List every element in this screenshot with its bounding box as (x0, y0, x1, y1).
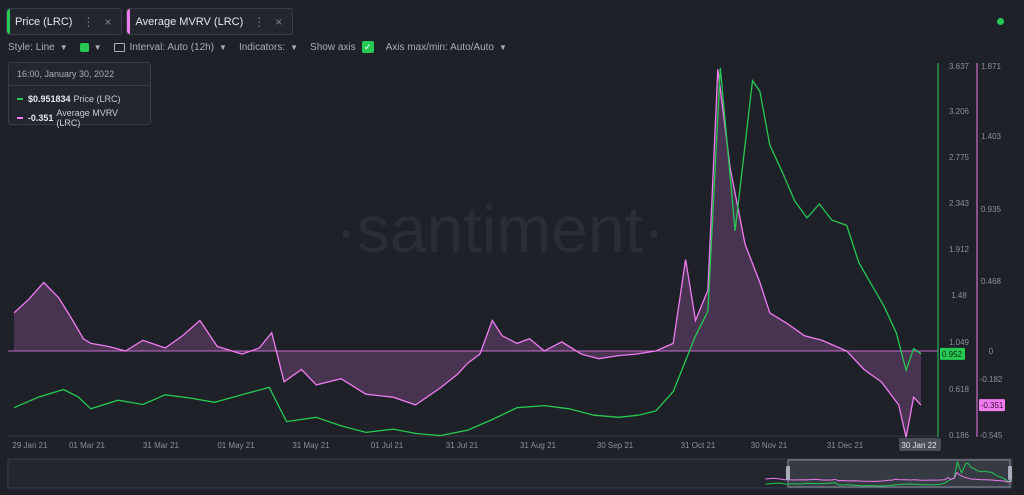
tab-price-lrc[interactable]: Price (LRC) ⋮ × (6, 8, 123, 35)
status-dot (997, 18, 1004, 25)
tooltip-price-value: $0.951834 (28, 94, 71, 104)
navigator-price-line (765, 460, 1013, 487)
x-axis: 29 Jan 21 01 Mar 21 31 Mar 21 01 May 21 31 M… (12, 438, 941, 451)
mvrv-axis-tick: 0 (989, 347, 994, 356)
x-tick-label: 01 May 21 (217, 441, 255, 450)
santiment-watermark: ·santiment· (335, 192, 665, 266)
chevron-down-icon: ▼ (59, 42, 68, 52)
x-tick-label: 30 Jan 22 (901, 441, 937, 450)
price-axis-tick: 0.186 (949, 431, 970, 440)
mvrv-area (8, 69, 938, 438)
x-tick-highlight (899, 438, 941, 451)
x-tick-label: 31 May 21 (292, 441, 330, 450)
x-tick-label: 31 Oct 21 (681, 441, 716, 450)
x-tick-label: 31 Aug 21 (520, 441, 557, 450)
mvrv-axis-tick: -0.182 (980, 375, 1003, 384)
mvrv-axis-tick: -0.545 (980, 431, 1003, 440)
price-axis-tick: 1.049 (949, 338, 970, 347)
indicators-select[interactable]: Indicators: ▼ (239, 42, 298, 53)
tooltip-row-mvrv: -0.351 Average MVRV (LRC) (9, 106, 150, 130)
mvrv-axis-tick: 1.403 (981, 132, 1002, 141)
price-axis-tick: 3.637 (949, 62, 970, 71)
tooltip-mvrv-value: -0.351 (27, 113, 54, 123)
color-select[interactable]: ▼ (79, 42, 102, 52)
mvrv-current-value: -0.351 (981, 401, 1004, 410)
price-current-value: 0.952 (942, 350, 963, 359)
tooltip-mvrv-label: Average MVRV (LRC) (56, 108, 119, 128)
price-axis-tick: 1.912 (949, 245, 970, 254)
kebab-menu-icon[interactable]: ⋮ (82, 14, 95, 29)
axis-minmax-select[interactable]: Axis max/min: Auto/Auto ▼ (386, 42, 507, 53)
price-axis-tick: 2.775 (949, 153, 970, 162)
indicators-label: Indicators: (238, 41, 286, 53)
mvrv-current-badge (979, 399, 1005, 412)
hover-tooltip: 16:00, January 30, 2022 $0.951834 Price … (8, 62, 151, 128)
mvrv-axis-tick: 1.871 (981, 62, 1002, 71)
axis-minmax-label: Axis max/min: Auto/Auto (385, 41, 494, 53)
style-select[interactable]: Style: Line ▼ (8, 42, 68, 53)
interval-select[interactable]: Interval: Auto (12h) ▼ (113, 41, 227, 53)
price-axis-tick: 3.206 (949, 107, 970, 116)
chart-toolbar: Style: Line ▼ ▼ Interval: Auto (12h) ▼ I… (8, 41, 519, 53)
chevron-down-icon: ▼ (93, 42, 102, 52)
x-tick-label: 31 Mar 21 (143, 441, 180, 450)
navigator-selection (787, 459, 1011, 488)
chevron-down-icon: ▼ (499, 42, 507, 52)
navigator-mvrv-line (765, 471, 1013, 483)
x-tick-label: 01 Jul 21 (371, 441, 404, 450)
price-axis-tick: 0.618 (949, 385, 970, 394)
x-tick-label: 30 Sep 21 (597, 441, 634, 450)
price-axis-tick: 1.48 (951, 291, 967, 300)
tab-mvrv-label: Average MVRV (LRC) (135, 15, 244, 28)
mvrv-color-bar (127, 9, 131, 34)
mvrv-area-fill (14, 69, 921, 438)
tooltip-date: 16:00, January 30, 2022 (9, 63, 150, 86)
close-icon[interactable]: × (104, 14, 112, 29)
y-axes: 3.637 3.206 2.775 2.343 1.912 1.48 1.049 0.618 0… (937, 62, 1005, 440)
color-swatch (79, 42, 89, 52)
x-tick-label: 01 Mar 21 (69, 441, 106, 450)
interval-label: Interval: Auto (12h) (129, 41, 215, 53)
checkbox-checked-icon[interactable]: ✓ (361, 41, 374, 53)
kebab-menu-icon[interactable]: ⋮ (253, 14, 266, 29)
price-color-bar (7, 9, 10, 34)
mvrv-axis-tick: 0.935 (981, 205, 1002, 214)
show-axis-label: Show axis (310, 41, 356, 53)
chevron-down-icon: ▼ (219, 42, 227, 52)
x-tick-label: 30 Nov 21 (751, 441, 788, 450)
style-label: Style: Line (8, 41, 55, 53)
range-navigator[interactable] (7, 458, 1013, 489)
price-axis-tick: 2.343 (949, 199, 970, 208)
series-lines (13, 67, 922, 438)
price-current-badge (940, 347, 965, 360)
tooltip-price-label: Price (LRC) (73, 94, 121, 104)
tooltip-row-price: $0.951834 Price (LRC) (9, 92, 150, 106)
x-tick-label: 31 Dec 21 (827, 441, 864, 450)
navigator-right-handle (1008, 466, 1012, 480)
tab-price-label: Price (LRC) (15, 15, 73, 28)
mvrv-legend-line (17, 117, 23, 119)
mvrv-axis-tick: 0.468 (981, 277, 1002, 286)
price-line (13, 67, 922, 437)
tab-mvrv-lrc[interactable]: Average MVRV (LRC) ⋮ × (126, 8, 294, 35)
chevron-down-icon: ▼ (290, 42, 299, 52)
metric-tabs: Price (LRC) ⋮ × Average MVRV (LRC) ⋮ × (6, 8, 294, 35)
mvrv-line (13, 69, 922, 438)
x-tick-label: 31 Jul 21 (446, 441, 479, 450)
show-axis-toggle[interactable]: Show axis ✓ (310, 41, 374, 53)
close-icon[interactable]: × (275, 14, 283, 29)
price-legend-line (17, 98, 23, 100)
x-tick-label: 29 Jan 21 (12, 441, 48, 450)
calendar-icon (113, 42, 125, 52)
navigator-left-handle (786, 466, 790, 480)
